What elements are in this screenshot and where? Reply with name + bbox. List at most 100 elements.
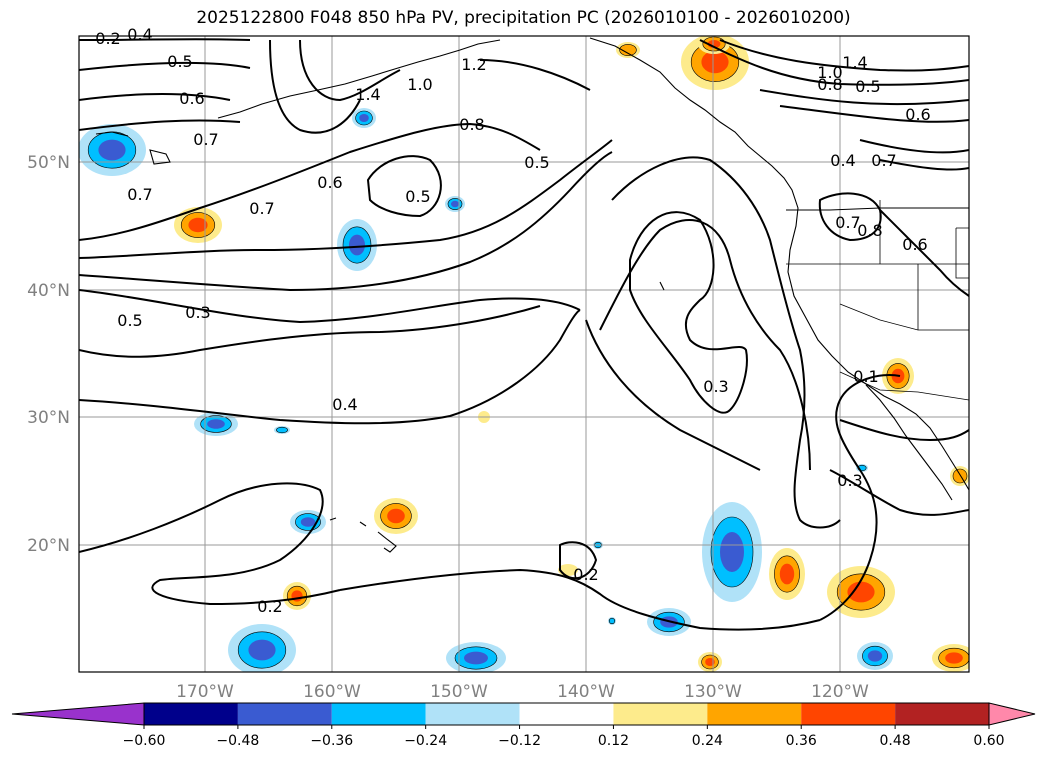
precip-cell — [337, 219, 377, 271]
contour-0.7-b — [611, 156, 841, 529]
contour-label: 0.1 — [853, 367, 878, 386]
contour-label: 0.7 — [249, 199, 274, 218]
colorbar-tick-label: −0.60 — [123, 733, 166, 749]
colorbar-segment — [144, 703, 238, 725]
contour-label: 0.5 — [524, 153, 549, 172]
gridlines — [79, 36, 969, 672]
precip-cell — [857, 642, 893, 670]
contour-label: 0.7 — [871, 151, 896, 170]
contour-label: 0.4 — [332, 395, 357, 414]
contour-0.6-b — [599, 219, 811, 471]
precip-cell — [698, 652, 722, 672]
contour-label: 0.2 — [257, 597, 282, 616]
contour-1.2 — [479, 59, 591, 91]
contour-0.3-a — [79, 305, 541, 358]
contour-0.5-a — [79, 151, 613, 292]
precip-level-2 — [291, 590, 303, 602]
precip-cell — [374, 498, 418, 534]
precip-cell — [283, 582, 311, 610]
contour-labels: 0.40.50.60.70.70.70.60.51.41.01.20.80.51… — [95, 25, 930, 616]
state-border-2 — [839, 303, 969, 331]
map-title: 2025122800 F048 850 hPa PV, precipitatio… — [196, 8, 851, 28]
lon-label-160w: 160°W — [303, 682, 361, 702]
contour-label: 0.8 — [817, 75, 842, 94]
precip-level-2 — [188, 217, 208, 233]
precip-cell — [79, 124, 146, 176]
contour-label: 0.2 — [95, 29, 120, 48]
latitude-labels: 50°N 40°N 30°N 20°N — [27, 153, 70, 556]
precip-level-2 — [359, 114, 369, 122]
contour-label: 0.6 — [179, 89, 204, 108]
lat-label-50n: 50°N — [27, 153, 70, 173]
colorbar-frame — [143, 702, 990, 726]
contour-label: 0.5 — [855, 77, 880, 96]
precip-level-2 — [387, 508, 405, 524]
lon-label-150w: 150°W — [430, 682, 488, 702]
colorbar-tick-label: −0.12 — [498, 733, 541, 749]
lon-label-130w: 130°W — [684, 682, 742, 702]
colorbar-tick-label: −0.36 — [310, 733, 353, 749]
contour-label: 0.3 — [185, 303, 210, 322]
contour-label: 0.4 — [127, 25, 152, 44]
contour-label: 0.8 — [459, 115, 484, 134]
aleutian-islands — [95, 131, 171, 165]
precip-level-1 — [608, 617, 616, 625]
precip-level-1 — [952, 468, 968, 484]
map-frame — [78, 35, 970, 673]
longitude-labels: 170°W 160°W 150°W 140°W 130°W 120°W — [176, 682, 869, 702]
precip-cell — [950, 466, 969, 486]
state-border-5 — [955, 227, 969, 279]
contour-0.5-c — [366, 155, 442, 218]
precip-cell — [352, 108, 376, 128]
contour-0.2-d — [819, 374, 901, 621]
colorbar-tick-label: 0.60 — [973, 733, 1004, 749]
precip-level-2 — [248, 639, 276, 661]
precip-cell — [608, 617, 616, 625]
precip-level-2 — [945, 652, 963, 664]
contour-0.2-a — [79, 482, 341, 606]
lat-label-20n: 20°N — [27, 536, 70, 556]
contour-label: 0.5 — [405, 187, 430, 206]
contour-label: 0.7 — [127, 185, 152, 204]
baja-california — [865, 384, 953, 501]
contour-0.8-c — [269, 39, 361, 134]
contour-0.2-e — [829, 469, 969, 516]
contour-0.5-e — [759, 89, 969, 123]
contour-label: 1.4 — [842, 53, 867, 72]
colorbar-tick-label: 0.12 — [598, 733, 629, 749]
contour-0.5-d — [79, 61, 251, 101]
contour-label: 0.3 — [837, 471, 862, 490]
contour-label: 0.7 — [193, 130, 218, 149]
colorbar-segment — [425, 703, 520, 725]
colorbar: −0.60 −0.48 −0.36 −0.24 −0.12 0.12 0.24 0.36 0.4… — [11, 702, 1036, 749]
map-panel — [79, 36, 969, 672]
precip-cell — [616, 42, 640, 58]
precip-cell — [228, 624, 296, 672]
contour-label: 0.3 — [703, 377, 728, 396]
contour-0.8-e — [818, 192, 882, 242]
precip-level-2 — [207, 419, 225, 429]
precip-cell — [274, 426, 290, 434]
contour-label: 0.7 — [835, 213, 860, 232]
contour-0.3-b — [79, 309, 581, 425]
colorbar-segment — [895, 703, 989, 725]
precip-level-2 — [300, 517, 316, 527]
contour-0.4-e — [859, 139, 969, 171]
contour-0.4-d — [79, 38, 251, 41]
contour-label: 1.4 — [355, 85, 380, 104]
precip-level-2 — [847, 581, 875, 603]
contour-1.4-b — [699, 39, 969, 86]
contour-0.7-a — [79, 122, 541, 241]
contour-label: 0.4 — [830, 151, 855, 170]
contour-label: 0.6 — [905, 105, 930, 124]
colorbar-extend-high — [988, 702, 1036, 726]
precip-cell — [445, 196, 465, 212]
colorbar-extend-low — [11, 702, 145, 726]
colorbar-segment — [801, 703, 896, 725]
precip-cell — [702, 502, 762, 602]
lon-label-120w: 120°W — [811, 682, 869, 702]
contour-label: 0.5 — [117, 311, 142, 330]
precip-level-2 — [701, 50, 729, 74]
us-canada-border — [786, 207, 969, 211]
colorbar-tick-label: 0.36 — [786, 733, 817, 749]
